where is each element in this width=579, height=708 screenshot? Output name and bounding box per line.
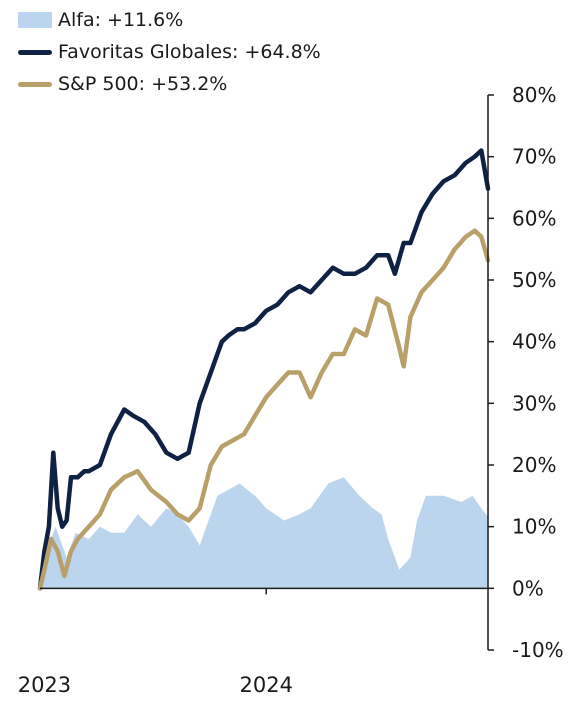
legend-label-favoritas: Favoritas Globales: +64.8% [58,41,321,63]
y-tick-label: 30% [512,391,556,415]
y-tick-label: -10% [512,638,564,662]
y-tick-label: 0% [512,576,544,600]
legend-item-favoritas[interactable]: Favoritas Globales: +64.8% [18,36,321,68]
legend-label-alfa: Alfa: +11.6% [58,9,184,31]
y-tick-label: 80% [512,83,556,107]
y-tick-label: 70% [512,145,556,169]
x-tick-label: 2024 [239,673,292,697]
series-area-alfa [40,477,488,589]
legend: Alfa: +11.6% Favoritas Globales: +64.8% … [18,4,321,100]
legend-label-sp500: S&P 500: +53.2% [58,73,228,95]
y-tick-label: 60% [512,206,556,230]
legend-item-alfa[interactable]: Alfa: +11.6% [18,4,321,36]
legend-swatch-favoritas [18,49,52,55]
y-tick-label: 10% [512,515,556,539]
legend-swatch-alfa [18,12,52,28]
legend-swatch-sp500 [18,81,52,87]
y-tick-label: 50% [512,268,556,292]
series-line-favoritas [37,148,491,591]
series-line-sp500 [37,228,491,591]
legend-item-sp500[interactable]: S&P 500: +53.2% [18,68,321,100]
x-tick-label: 2023 [18,673,71,697]
y-tick-label: 40% [512,330,556,354]
y-tick-label: 20% [512,453,556,477]
